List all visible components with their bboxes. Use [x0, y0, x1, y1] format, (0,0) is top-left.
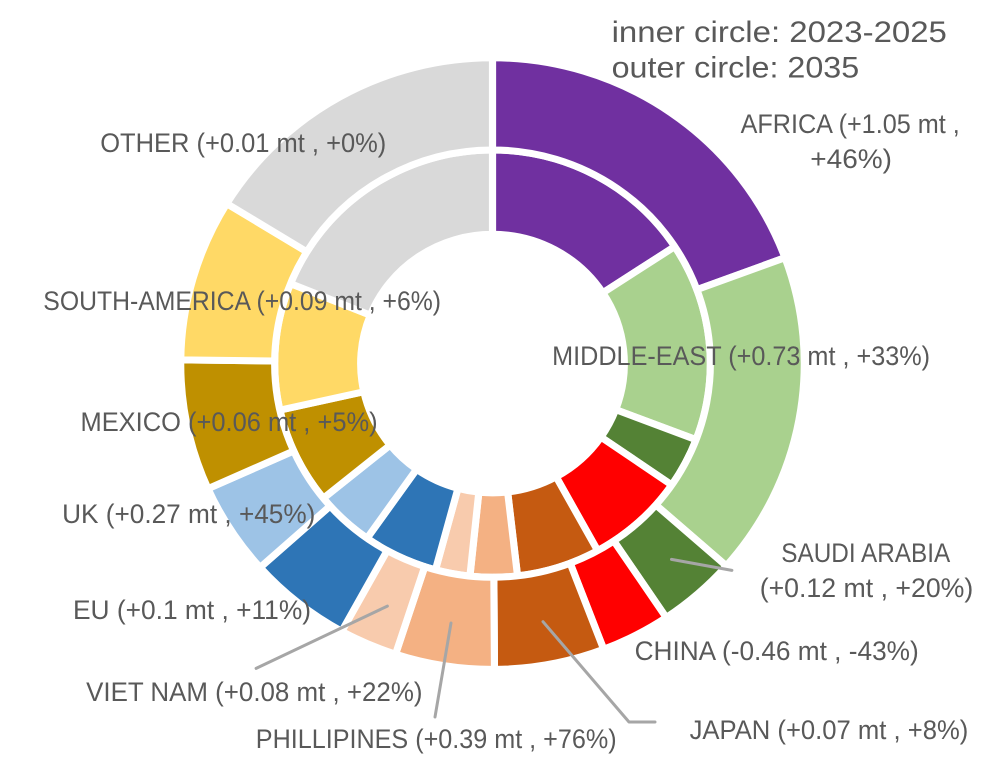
svg-text:VIET NAM (+0.08 mt , +22%): VIET NAM (+0.08 mt , +22%)	[86, 677, 422, 707]
svg-text:SOUTH-AMERICA (+0.09 mt , +6%): SOUTH-AMERICA (+0.09 mt , +6%)	[43, 286, 441, 316]
svg-text:MEXICO (+0.06 mt , +5%): MEXICO (+0.06 mt , +5%)	[81, 407, 378, 437]
svg-text:inner circle: 2023-2025: inner circle: 2023-2025	[612, 16, 947, 49]
svg-text:AFRICA (+1.05 mt ,: AFRICA (+1.05 mt ,	[741, 109, 960, 139]
svg-text:OTHER (+0.01 mt , +0%): OTHER (+0.01 mt , +0%)	[100, 128, 386, 158]
svg-text:(+0.12 mt , +20%): (+0.12 mt , +20%)	[760, 573, 974, 603]
svg-text:MIDDLE-EAST (+0.73 mt , +33%): MIDDLE-EAST (+0.73 mt , +33%)	[552, 341, 930, 371]
svg-text:CHINA (-0.46 mt , -43%): CHINA (-0.46 mt , -43%)	[635, 636, 919, 666]
svg-text:PHILLIPINES (+0.39 mt , +76%): PHILLIPINES (+0.39 mt , +76%)	[256, 724, 617, 754]
svg-text:SAUDI ARABIA: SAUDI ARABIA	[781, 538, 950, 568]
svg-text:outer circle: 2035: outer circle: 2035	[612, 52, 860, 85]
svg-text:JAPAN (+0.07 mt , +8%): JAPAN (+0.07 mt , +8%)	[690, 715, 969, 745]
svg-text:EU (+0.1 mt , +11%): EU (+0.1 mt , +11%)	[73, 595, 311, 625]
svg-text:UK (+0.27 mt , +45%): UK (+0.27 mt , +45%)	[62, 499, 315, 529]
svg-text:+46%): +46%)	[810, 144, 892, 174]
